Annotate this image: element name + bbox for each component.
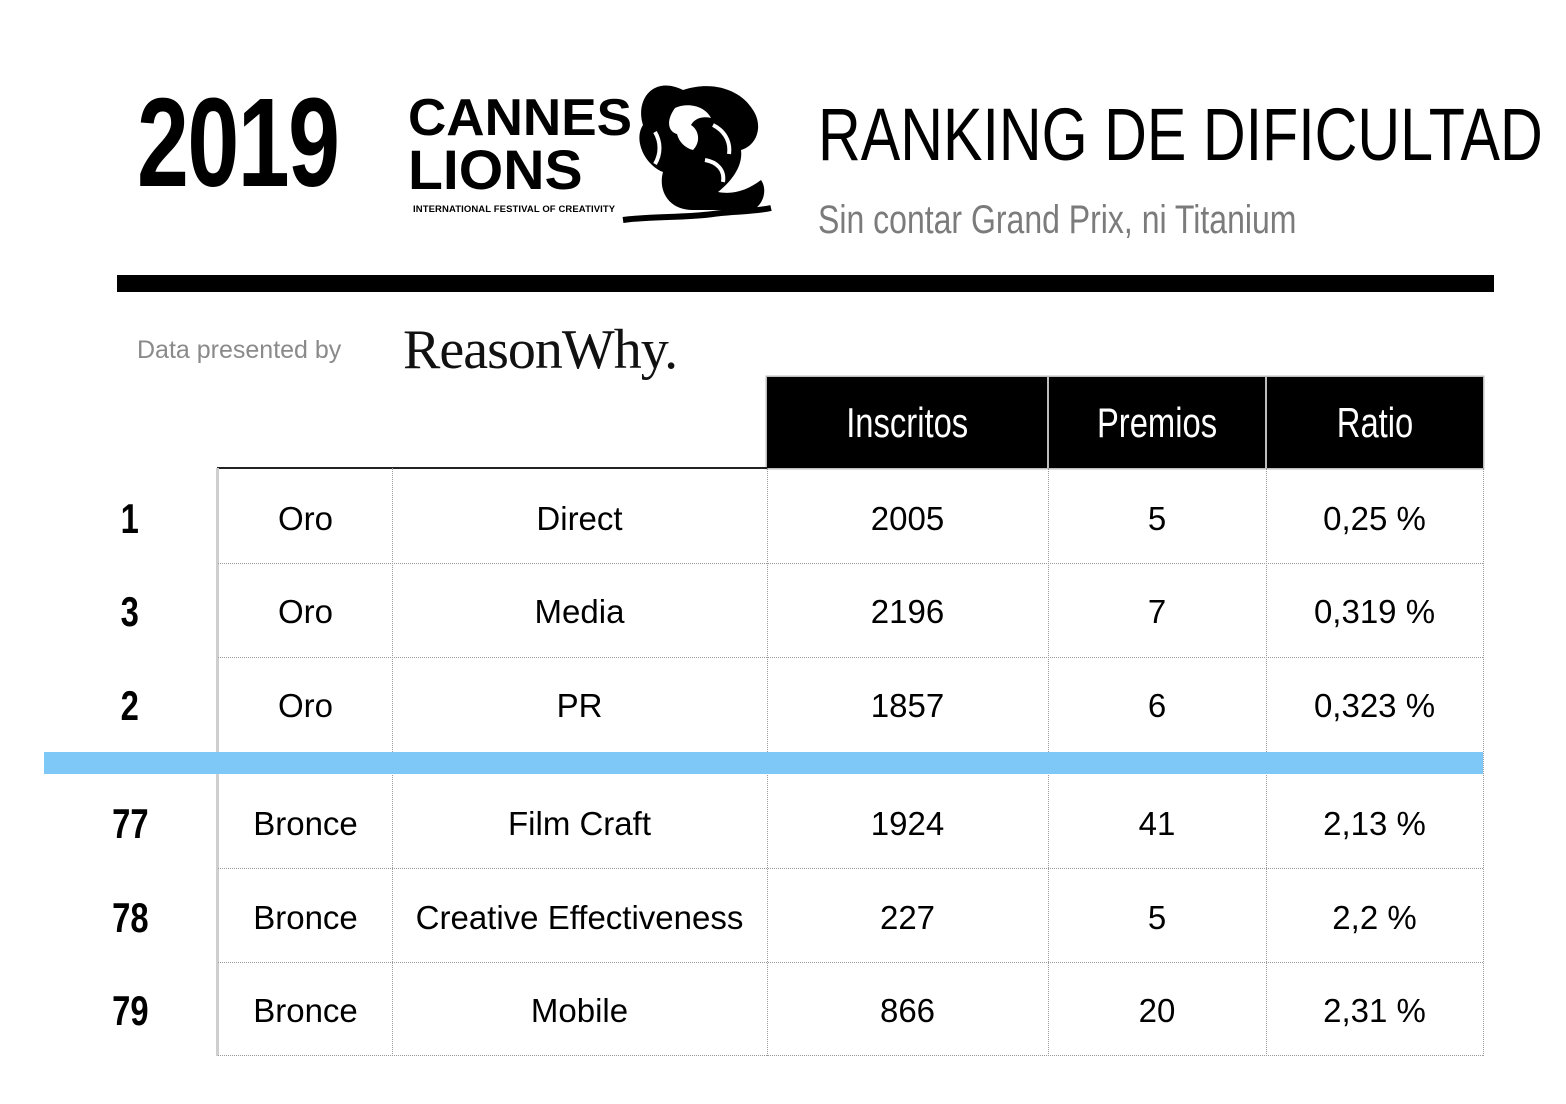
reasonwhy-logo: ReasonWhy. <box>403 319 678 381</box>
ratio-cell: 2,13 % <box>1323 805 1426 842</box>
lion-icon <box>622 85 772 223</box>
award-cell: Bronce <box>253 805 358 842</box>
category-cell: PR <box>556 687 603 724</box>
logo-tagline: INTERNATIONAL FESTIVAL OF CREATIVITY <box>413 204 616 215</box>
ratio-cell: 0,319 % <box>1313 593 1436 630</box>
rank-number: 1 <box>120 495 140 542</box>
premios-cell: 20 <box>1138 992 1176 1029</box>
premios-cell: 41 <box>1138 805 1176 842</box>
rank-number: 79 <box>111 987 149 1034</box>
premios-cell: 5 <box>1147 500 1167 537</box>
ratio-cell: 0,25 % <box>1323 500 1426 537</box>
page-title: RANKING DE DIFICULTAD <box>818 93 1543 176</box>
row-divider <box>218 962 1483 963</box>
page-subtitle: Sin contar Grand Prix, ni Titanium <box>818 198 1297 242</box>
award-cell: Oro <box>277 687 333 724</box>
inscritos-cell: 2005 <box>870 500 945 537</box>
ratio-cell: 2,2 % <box>1332 899 1417 936</box>
category-cell: Film Craft <box>508 805 651 842</box>
category-cell: Direct <box>536 500 623 537</box>
row-divider <box>218 868 1483 869</box>
category-cell: Creative Effectiveness <box>415 899 744 936</box>
logo-line-1: CANNES <box>408 89 632 147</box>
award-cell: Oro <box>277 593 333 630</box>
award-cell: Oro <box>277 500 333 537</box>
ratio-cell: 0,323 % <box>1313 687 1436 724</box>
inscritos-cell: 227 <box>879 899 936 936</box>
inscritos-cell: 2196 <box>870 593 945 630</box>
award-cell: Bronce <box>253 992 358 1029</box>
premios-cell: 5 <box>1147 899 1167 936</box>
category-cell: Mobile <box>530 992 629 1029</box>
column-header-inscritos: Inscritos <box>767 377 1047 468</box>
cannes-lions-logo: CANNES LIONS INTERNATIONAL FESTIVAL OF C… <box>405 70 772 230</box>
logo-line-2: LIONS <box>408 138 583 201</box>
rank-number: 2 <box>120 682 140 729</box>
header-divider <box>117 275 1494 292</box>
award-cell: Bronce <box>253 899 358 936</box>
sponsor-label: Data presented by <box>137 336 342 364</box>
row-divider <box>218 1055 1483 1056</box>
column-divider <box>1483 468 1484 1056</box>
premios-cell: 7 <box>1147 593 1167 630</box>
column-header-premios: Premios <box>1049 377 1265 468</box>
inscritos-cell: 866 <box>879 992 936 1029</box>
premios-cell: 6 <box>1147 687 1167 724</box>
table-top-border <box>217 467 767 469</box>
row-divider <box>218 563 1483 564</box>
rank-number: 77 <box>111 800 149 847</box>
rows-separator-band <box>44 752 1483 774</box>
inscritos-cell: 1857 <box>870 687 945 724</box>
category-cell: Media <box>534 593 625 630</box>
year-heading: 2019 <box>137 72 340 213</box>
rank-number: 78 <box>111 894 149 941</box>
rank-number: 3 <box>120 588 140 635</box>
row-divider <box>218 657 1483 658</box>
ratio-cell: 2,31 % <box>1323 992 1426 1029</box>
column-header-ratio: Ratio <box>1267 377 1483 468</box>
inscritos-cell: 1924 <box>870 805 945 842</box>
